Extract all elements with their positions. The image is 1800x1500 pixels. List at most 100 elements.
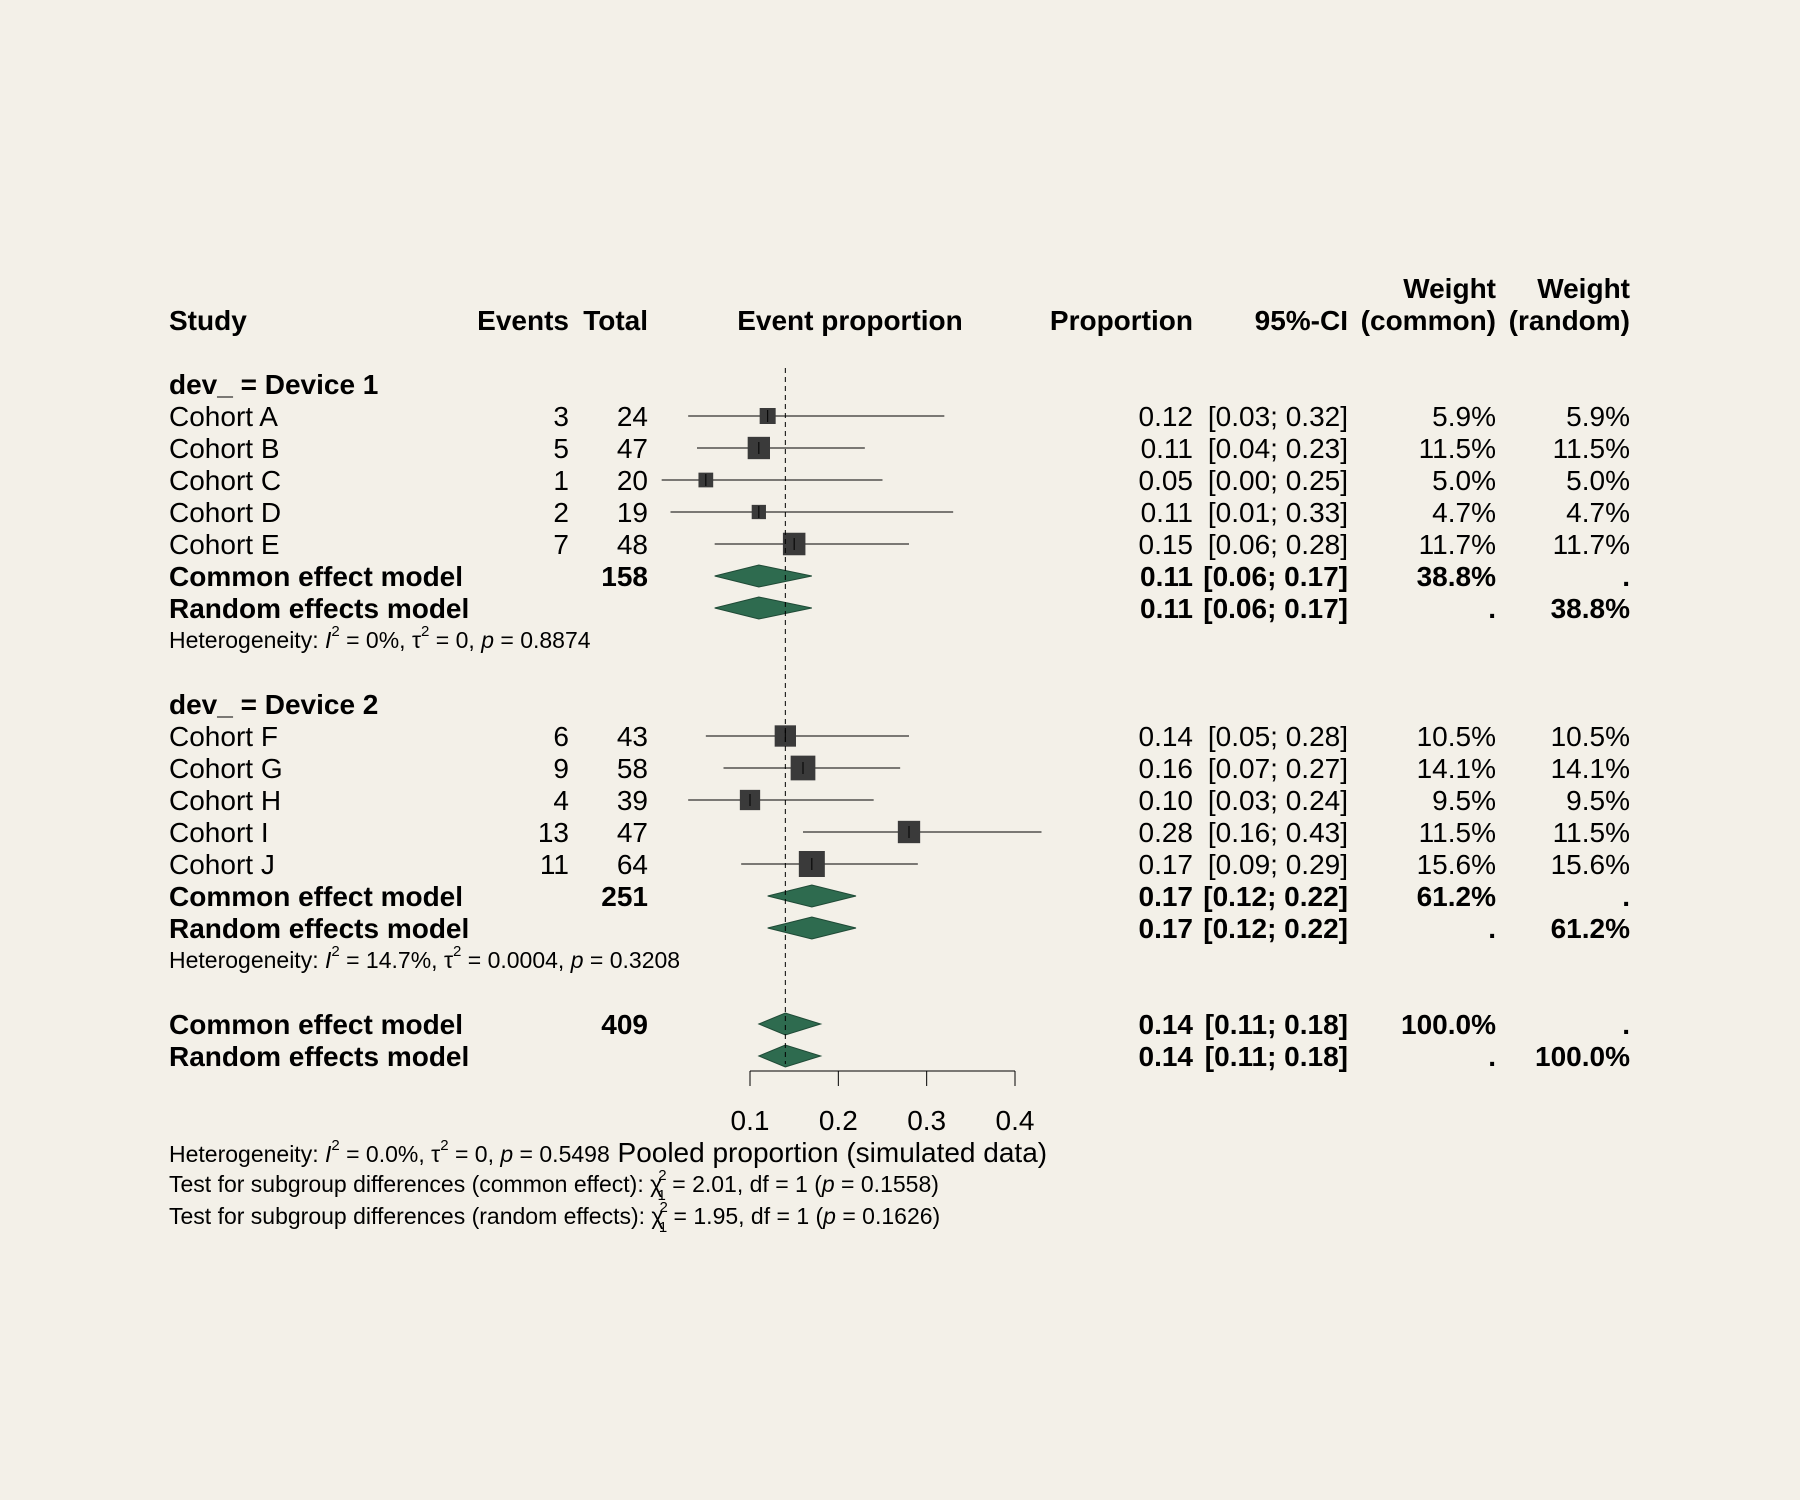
study-events: 9: [553, 753, 569, 784]
summary-weight-common: 100.0%: [1401, 1009, 1496, 1040]
summary-proportion: 0.11: [1140, 593, 1193, 624]
study-events: 2: [553, 497, 569, 528]
study-weight-common: 5.9%: [1432, 401, 1496, 432]
study-weight-common: 10.5%: [1417, 721, 1496, 752]
study-name: Cohort A: [169, 401, 278, 432]
header-events: Events: [477, 305, 569, 336]
header-weight-random-1: Weight: [1537, 273, 1630, 304]
summary-diamond: [757, 1012, 823, 1036]
summary-label: Random effects model: [169, 913, 469, 944]
x-tick-label: 0.3: [907, 1105, 946, 1136]
header-weight-common-2: (common): [1361, 305, 1496, 336]
study-weight-random: 11.5%: [1553, 433, 1630, 464]
study-total: 58: [617, 753, 648, 784]
study-weight-common: 5.0%: [1432, 465, 1496, 496]
summary-label: Common effect model: [169, 561, 463, 592]
summary-ci: [0.06; 0.17]: [1203, 593, 1348, 624]
study-ci: [0.05; 0.28]: [1208, 721, 1348, 752]
summary-weight-common: .: [1488, 913, 1496, 944]
header-weight-common-1: Weight: [1403, 273, 1496, 304]
study-weight-common: 9.5%: [1432, 785, 1496, 816]
summary-total: 158: [601, 561, 648, 592]
study-weight-common: 11.7%: [1419, 529, 1496, 560]
summary-weight-random: 38.8%: [1551, 593, 1630, 624]
summary-weight-common: .: [1488, 593, 1496, 624]
study-total: 47: [617, 433, 648, 464]
study-total: 43: [617, 721, 648, 752]
study-ci: [0.07; 0.27]: [1208, 753, 1348, 784]
summary-ci: [0.12; 0.22]: [1203, 913, 1348, 944]
summary-proportion: 0.17: [1139, 881, 1194, 912]
summary-weight-random: 61.2%: [1551, 913, 1630, 944]
study-ci: [0.00; 0.25]: [1208, 465, 1348, 496]
study-weight-random: 14.1%: [1551, 753, 1630, 784]
summary-proportion: 0.14: [1139, 1009, 1194, 1040]
study-weight-random: 10.5%: [1551, 721, 1630, 752]
summary-weight-common: 38.8%: [1417, 561, 1496, 592]
study-proportion: 0.05: [1139, 465, 1194, 496]
study-proportion: 0.15: [1139, 529, 1194, 560]
study-total: 64: [617, 849, 648, 880]
study-weight-common: 4.7%: [1432, 497, 1496, 528]
study-proportion: 0.16: [1139, 753, 1194, 784]
summary-proportion: 0.17: [1139, 913, 1194, 944]
study-weight-random: 11.5%: [1553, 817, 1630, 848]
study-name: Cohort H: [169, 785, 281, 816]
summary-ci: [0.06; 0.17]: [1203, 561, 1348, 592]
study-name: Cohort E: [169, 529, 280, 560]
summary-diamond: [757, 1044, 823, 1068]
summary-label: Random effects model: [169, 1041, 469, 1072]
test-subgroup-random: Test for subgroup differences (random ef…: [169, 1199, 940, 1236]
study-events: 4: [553, 785, 569, 816]
summary-label: Random effects model: [169, 593, 469, 624]
study-proportion: 0.17: [1139, 849, 1194, 880]
header-event-proportion: Event proportion: [737, 305, 963, 336]
summary-diamond: [714, 564, 812, 588]
study-weight-random: 5.9%: [1566, 401, 1630, 432]
study-name: Cohort B: [169, 433, 280, 464]
summary-diamond: [767, 884, 857, 908]
study-events: 1: [553, 465, 569, 496]
summary-proportion: 0.14: [1139, 1041, 1194, 1072]
summary-proportion: 0.11: [1140, 561, 1193, 592]
study-events: 5: [553, 433, 569, 464]
study-weight-common: 15.6%: [1417, 849, 1496, 880]
subgroup-heterogeneity: Heterogeneity: I2 = 14.7%, τ2 = 0.0004, …: [169, 943, 680, 973]
study-name: Cohort I: [169, 817, 269, 848]
study-proportion: 0.10: [1139, 785, 1194, 816]
summary-label: Common effect model: [169, 881, 463, 912]
x-tick-label: 0.2: [819, 1105, 858, 1136]
header-total: Total: [583, 305, 648, 336]
header-study: Study: [169, 305, 247, 336]
study-ci: [0.03; 0.32]: [1208, 401, 1348, 432]
study-events: 6: [553, 721, 569, 752]
summary-ci: [0.11; 0.18]: [1205, 1041, 1348, 1072]
study-proportion: 0.28: [1139, 817, 1194, 848]
study-weight-random: 11.7%: [1553, 529, 1630, 560]
study-ci: [0.04; 0.23]: [1208, 433, 1348, 464]
study-total: 19: [617, 497, 648, 528]
study-ci: [0.09; 0.29]: [1208, 849, 1348, 880]
study-total: 47: [617, 817, 648, 848]
subgroup-label: dev_ = Device 1: [169, 369, 378, 400]
study-weight-common: 11.5%: [1419, 817, 1496, 848]
summary-total: 251: [601, 881, 648, 912]
study-proportion: 0.14: [1139, 721, 1194, 752]
summary-weight-common: .: [1488, 1041, 1496, 1072]
summary-weight-common: 61.2%: [1417, 881, 1496, 912]
study-total: 39: [617, 785, 648, 816]
study-ci: [0.16; 0.43]: [1208, 817, 1348, 848]
study-ci: [0.03; 0.24]: [1208, 785, 1348, 816]
study-name: Cohort C: [169, 465, 281, 496]
subgroup-heterogeneity: Heterogeneity: I2 = 0%, τ2 = 0, p = 0.88…: [169, 623, 591, 653]
study-total: 24: [617, 401, 648, 432]
study-weight-random: 9.5%: [1566, 785, 1630, 816]
study-proportion: 0.12: [1139, 401, 1194, 432]
x-axis-title: Pooled proportion (simulated data): [610, 1137, 1047, 1168]
study-name: Cohort F: [169, 721, 278, 752]
study-name: Cohort D: [169, 497, 281, 528]
study-weight-random: 4.7%: [1566, 497, 1630, 528]
study-name: Cohort J: [169, 849, 275, 880]
study-events: 7: [553, 529, 569, 560]
